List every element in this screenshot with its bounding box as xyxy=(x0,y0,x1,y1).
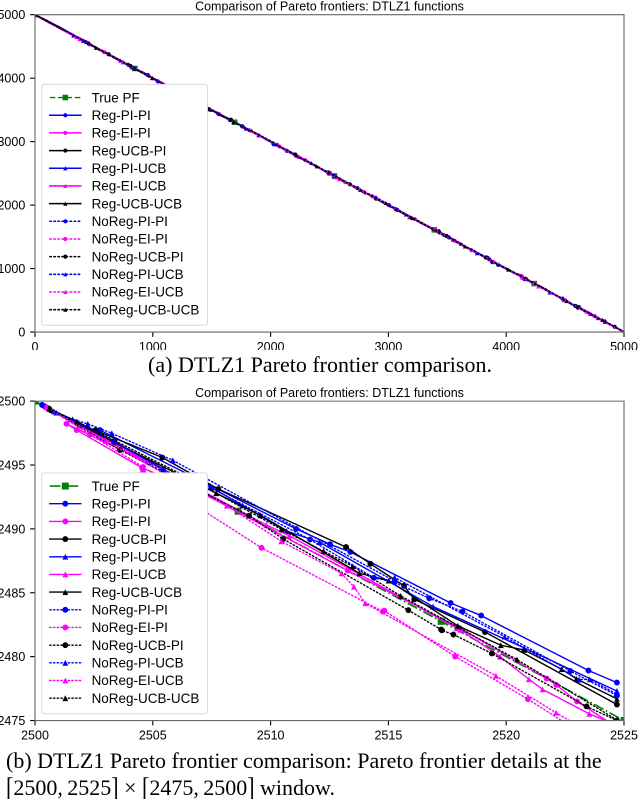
svg-text:NoReg-EI-UCB: NoReg-EI-UCB xyxy=(92,285,184,300)
svg-text:2500: 2500 xyxy=(21,728,49,742)
svg-text:4000: 4000 xyxy=(492,340,520,350)
svg-text:3000: 3000 xyxy=(374,340,402,350)
svg-text:NoReg-PI-UCB: NoReg-PI-UCB xyxy=(92,267,184,282)
svg-text:Reg-UCB-PI: Reg-UCB-PI xyxy=(92,143,167,158)
svg-text:3000: 3000 xyxy=(0,135,25,149)
svg-text:NoReg-UCB-UCB: NoReg-UCB-UCB xyxy=(92,302,200,317)
svg-text:NoReg-PI-PI: NoReg-PI-PI xyxy=(92,602,168,617)
svg-text:NoReg-EI-PI: NoReg-EI-PI xyxy=(92,620,168,635)
svg-text:2515: 2515 xyxy=(374,728,402,742)
svg-text:NoReg-UCB-PI: NoReg-UCB-PI xyxy=(92,638,184,653)
svg-text:Reg-UCB-PI: Reg-UCB-PI xyxy=(92,532,167,547)
svg-text:Reg-UCB-UCB: Reg-UCB-UCB xyxy=(92,196,183,211)
svg-text:0: 0 xyxy=(32,340,39,350)
svg-text:True PF: True PF xyxy=(92,479,140,494)
svg-text:2000: 2000 xyxy=(257,340,285,350)
svg-text:Reg-EI-UCB: Reg-EI-UCB xyxy=(92,567,167,582)
svg-text:1000: 1000 xyxy=(0,262,25,276)
svg-text:True PF: True PF xyxy=(92,90,140,105)
svg-text:4000: 4000 xyxy=(0,72,25,86)
svg-text:2000: 2000 xyxy=(0,199,25,213)
svg-text:Comparison of Pareto frontiers: Comparison of Pareto frontiers: DTLZ1 fu… xyxy=(195,0,464,14)
svg-text:Reg-PI-UCB: Reg-PI-UCB xyxy=(92,549,167,564)
svg-text:2505: 2505 xyxy=(139,728,167,742)
svg-text:2495: 2495 xyxy=(0,458,25,472)
svg-text:Reg-UCB-UCB: Reg-UCB-UCB xyxy=(92,585,183,600)
svg-text:Reg-PI-PI: Reg-PI-PI xyxy=(92,108,151,123)
svg-text:2490: 2490 xyxy=(0,522,25,536)
svg-text:Reg-EI-UCB: Reg-EI-UCB xyxy=(92,179,167,194)
svg-text:Reg-PI-UCB: Reg-PI-UCB xyxy=(92,161,167,176)
svg-text:NoReg-PI-UCB: NoReg-PI-UCB xyxy=(92,655,184,670)
svg-text:NoReg-UCB-UCB: NoReg-UCB-UCB xyxy=(92,691,200,706)
svg-text:2475: 2475 xyxy=(0,714,25,728)
svg-text:Reg-EI-PI: Reg-EI-PI xyxy=(92,514,151,529)
svg-text:Comparison of Pareto frontiers: Comparison of Pareto frontiers: DTLZ1 fu… xyxy=(195,386,464,400)
svg-text:Reg-PI-PI: Reg-PI-PI xyxy=(92,496,151,511)
svg-text:2520: 2520 xyxy=(492,728,520,742)
svg-text:NoReg-UCB-PI: NoReg-UCB-PI xyxy=(92,249,184,264)
svg-text:5000: 5000 xyxy=(610,340,638,350)
svg-text:NoReg-EI-PI: NoReg-EI-PI xyxy=(92,232,168,247)
svg-text:0: 0 xyxy=(18,326,25,340)
svg-text:2485: 2485 xyxy=(0,586,25,600)
svg-text:NoReg-PI-PI: NoReg-PI-PI xyxy=(92,214,168,229)
svg-text:2510: 2510 xyxy=(257,728,285,742)
svg-text:Reg-EI-PI: Reg-EI-PI xyxy=(92,126,151,141)
svg-text:2480: 2480 xyxy=(0,650,25,664)
svg-text:2500: 2500 xyxy=(0,394,25,408)
svg-text:1000: 1000 xyxy=(139,340,167,350)
svg-text:2525: 2525 xyxy=(610,728,638,742)
svg-text:NoReg-EI-UCB: NoReg-EI-UCB xyxy=(92,673,184,688)
svg-text:5000: 5000 xyxy=(0,8,25,22)
